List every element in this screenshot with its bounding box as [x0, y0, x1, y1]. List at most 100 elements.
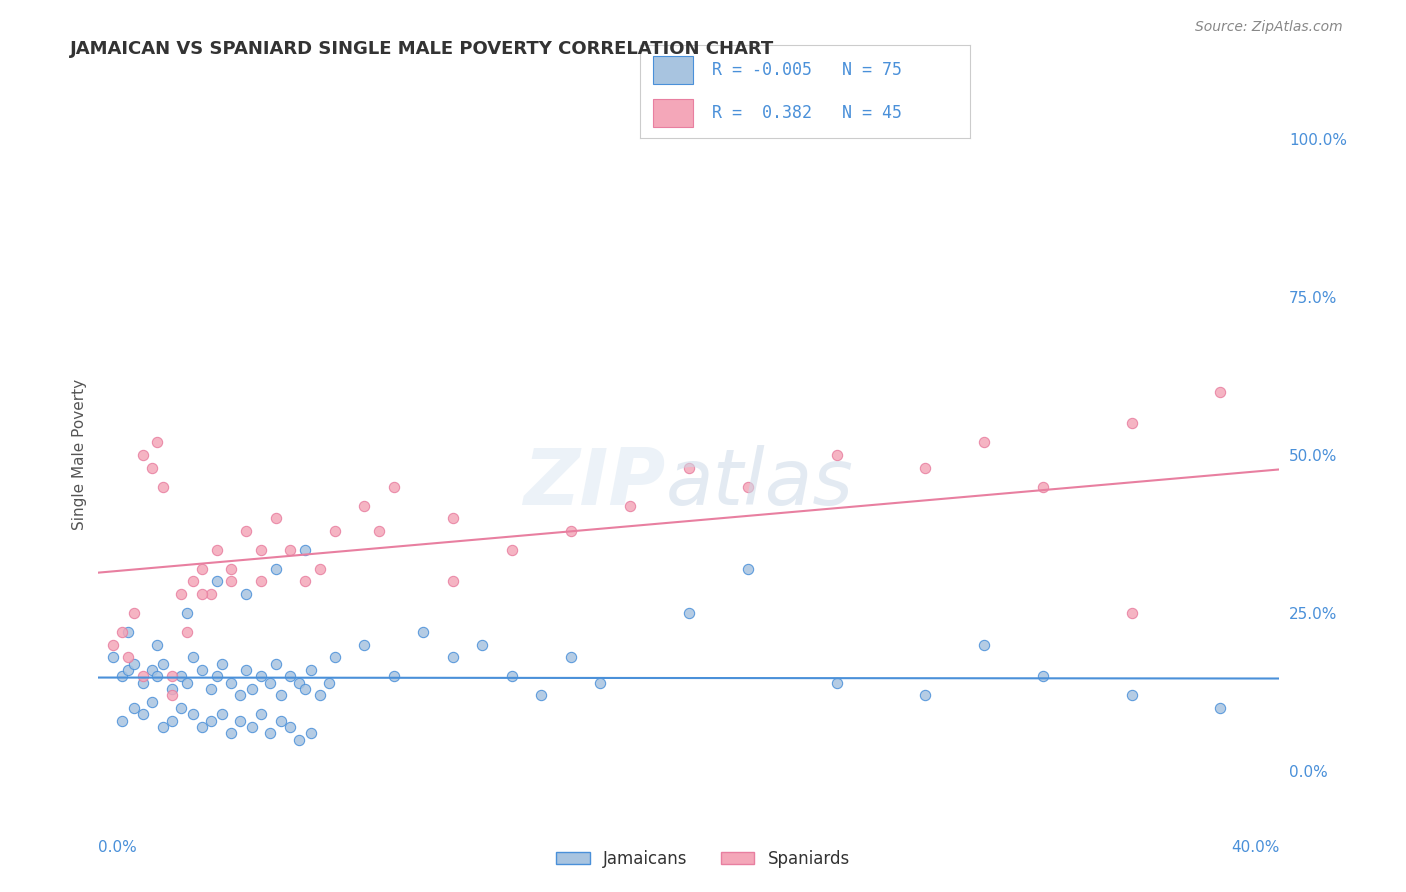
Point: [181, 650, 204, 665]
Point: [111, 714, 134, 728]
Point: [278, 720, 302, 734]
Point: [1121, 606, 1143, 620]
Point: [323, 524, 346, 538]
Point: [309, 562, 332, 576]
Point: [141, 460, 163, 475]
Point: [152, 479, 174, 493]
Point: [560, 650, 582, 665]
Point: [294, 574, 316, 589]
Point: [191, 562, 214, 576]
Point: [250, 669, 273, 683]
Point: [103, 638, 125, 652]
Point: [278, 669, 302, 683]
Point: [1209, 384, 1232, 399]
Point: [299, 726, 322, 740]
Point: [205, 542, 228, 557]
Point: [441, 650, 464, 665]
Text: R =  0.382   N = 45: R = 0.382 N = 45: [713, 104, 903, 122]
Point: [181, 574, 204, 589]
Legend: Jamaicans, Spaniards: Jamaicans, Spaniards: [550, 844, 856, 875]
Point: [219, 562, 242, 576]
Point: [412, 625, 434, 640]
Point: [240, 720, 263, 734]
Point: [152, 720, 174, 734]
Point: [146, 669, 169, 683]
Text: JAMAICAN VS SPANIARD SINGLE MALE POVERTY CORRELATION CHART: JAMAICAN VS SPANIARD SINGLE MALE POVERTY…: [70, 40, 775, 58]
Point: [132, 675, 155, 690]
Point: [235, 663, 257, 677]
Point: [264, 657, 287, 671]
Point: [205, 669, 228, 683]
Point: [294, 681, 316, 696]
Point: [152, 657, 174, 671]
Point: [1121, 688, 1143, 702]
Point: [382, 479, 405, 493]
Point: [219, 574, 242, 589]
Point: [235, 524, 257, 538]
Point: [264, 562, 287, 576]
Text: ZIP: ZIP: [523, 445, 665, 521]
Point: [211, 657, 233, 671]
Point: [162, 669, 183, 683]
Point: [132, 707, 155, 722]
Point: [250, 574, 273, 589]
Point: [294, 542, 316, 557]
Point: [103, 650, 125, 665]
Point: [589, 675, 612, 690]
Point: [111, 669, 134, 683]
Point: [170, 669, 193, 683]
Point: [368, 524, 391, 538]
Point: [162, 714, 183, 728]
Point: [162, 681, 183, 696]
Point: [973, 638, 995, 652]
Point: [1209, 701, 1232, 715]
Y-axis label: Single Male Poverty: Single Male Poverty: [72, 379, 87, 531]
Point: [170, 587, 193, 601]
Point: [146, 638, 169, 652]
Point: [191, 663, 214, 677]
Point: [288, 732, 311, 747]
Point: [200, 714, 222, 728]
Point: [914, 460, 936, 475]
Point: [1032, 669, 1054, 683]
Point: [619, 499, 641, 513]
Point: [170, 701, 193, 715]
Point: [318, 675, 340, 690]
Point: [240, 681, 263, 696]
Point: [278, 542, 302, 557]
Text: 40.0%: 40.0%: [1232, 840, 1279, 855]
Point: [122, 701, 145, 715]
Point: [441, 511, 464, 525]
Text: R = -0.005   N = 75: R = -0.005 N = 75: [713, 61, 903, 78]
Point: [973, 435, 995, 450]
Point: [200, 681, 222, 696]
Point: [825, 448, 848, 462]
Point: [309, 688, 332, 702]
Point: [181, 707, 204, 722]
Point: [737, 479, 759, 493]
Point: [200, 587, 222, 601]
Point: [229, 688, 252, 702]
Point: [299, 663, 322, 677]
Point: [176, 606, 198, 620]
Point: [270, 714, 292, 728]
Point: [162, 688, 183, 702]
Bar: [652, 56, 693, 84]
Point: [288, 675, 311, 690]
Point: [117, 650, 139, 665]
Point: [914, 688, 936, 702]
Point: [270, 688, 292, 702]
Point: [501, 669, 523, 683]
Point: [259, 726, 281, 740]
Bar: [652, 99, 693, 127]
Point: [176, 625, 198, 640]
Point: [471, 638, 494, 652]
Point: [132, 448, 155, 462]
Point: [191, 587, 214, 601]
Point: [353, 638, 375, 652]
Text: 0.0%: 0.0%: [98, 840, 138, 855]
Point: [235, 587, 257, 601]
Point: [737, 562, 759, 576]
Point: [382, 669, 405, 683]
Point: [146, 435, 169, 450]
